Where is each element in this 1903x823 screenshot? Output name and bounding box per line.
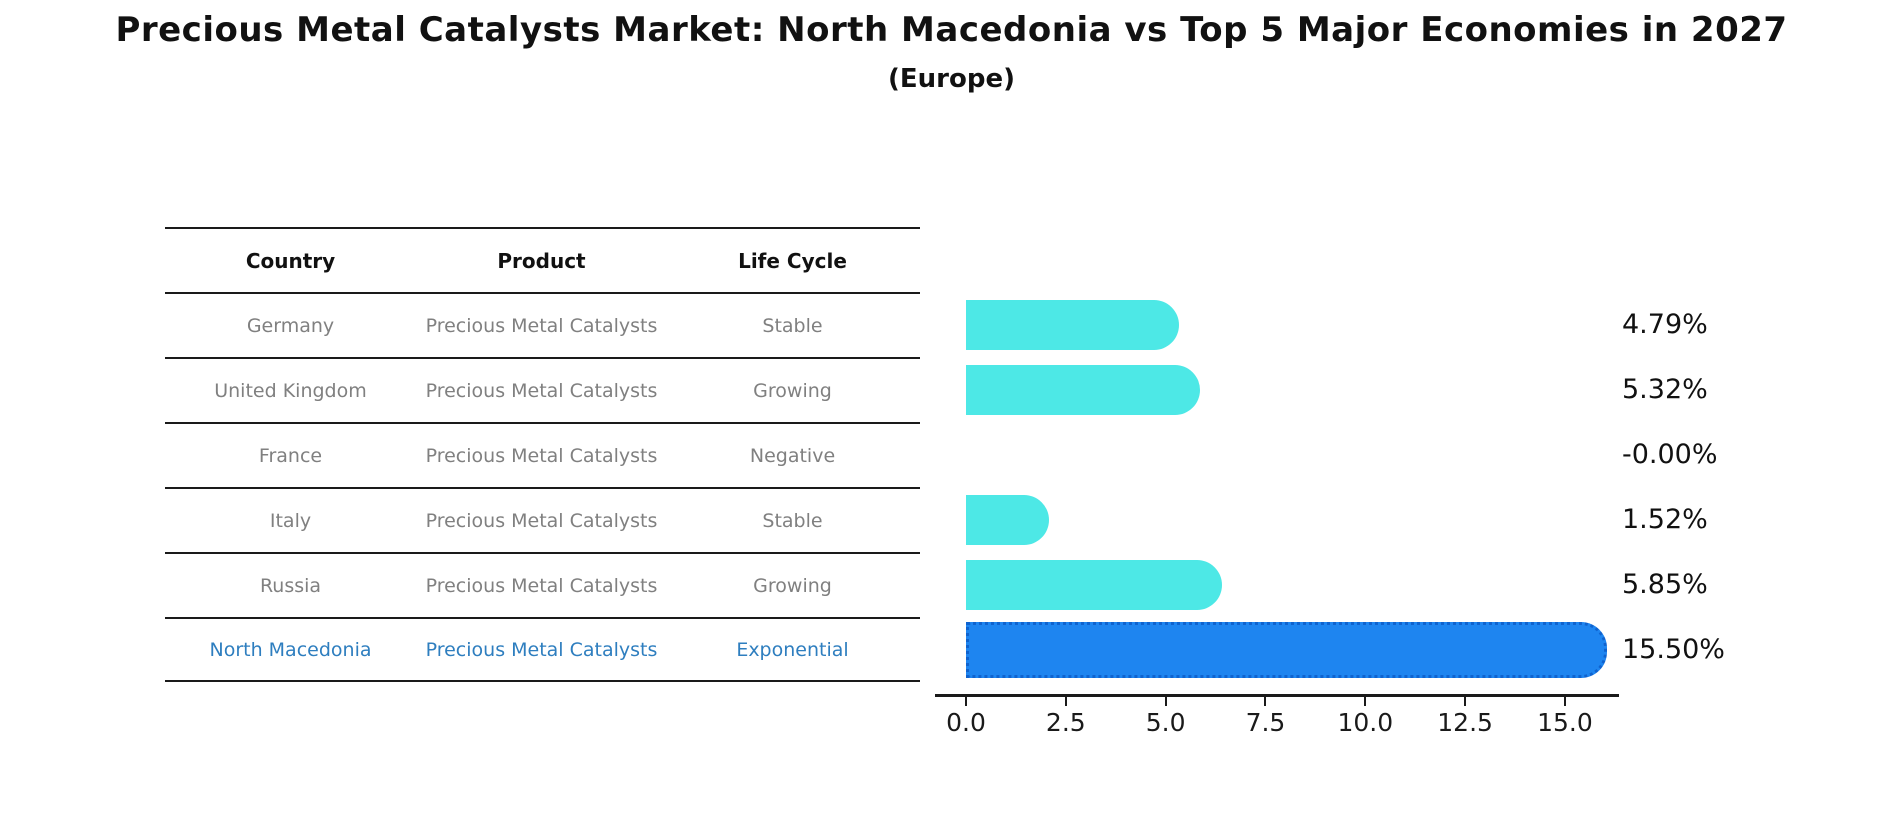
x-tick-label: 0.0: [946, 708, 986, 737]
value-label: 15.50%: [1622, 634, 1725, 665]
x-tick-label: 7.5: [1245, 708, 1286, 737]
cell-country: United Kingdom: [214, 379, 367, 402]
x-tick-mark: [1364, 697, 1367, 706]
table-header-row: Country Product Life Cycle: [165, 227, 920, 292]
bar-russia: [966, 559, 1222, 610]
column-header-life-cycle: Life Cycle: [738, 248, 847, 273]
value-label: -0.00%: [1622, 439, 1718, 470]
column-header-product: Product: [497, 248, 586, 273]
x-tick-label: 10.0: [1337, 708, 1394, 737]
table-row: Italy Precious Metal Catalysts Stable: [165, 487, 920, 552]
cell-product: Precious Metal Catalysts: [425, 574, 658, 597]
table-row: Germany Precious Metal Catalysts Stable: [165, 292, 920, 357]
x-tick-label: 15.0: [1537, 708, 1593, 737]
value-label: 1.52%: [1622, 504, 1708, 535]
cell-product: Precious Metal Catalysts: [425, 314, 658, 337]
cell-country: Italy: [269, 509, 312, 532]
cell-product: Precious Metal Catalysts: [425, 444, 658, 467]
chart-subtitle: (Europe): [888, 64, 1015, 94]
bar-italy: [966, 494, 1049, 545]
cell-life-cycle: Stable: [762, 314, 823, 337]
value-label: 5.32%: [1622, 374, 1708, 405]
cell-product: Precious Metal Catalysts: [425, 638, 658, 661]
x-tick-label: 12.5: [1437, 708, 1493, 737]
cell-life-cycle: Exponential: [736, 638, 849, 661]
cell-life-cycle: Negative: [749, 444, 836, 467]
x-tick-mark: [1563, 697, 1566, 706]
table-row: France Precious Metal Catalysts Negative: [165, 422, 920, 487]
x-tick-mark: [965, 697, 967, 706]
country-product-table: Country Product Life Cycle Germany Precio…: [165, 227, 920, 682]
x-tick-mark: [1164, 697, 1167, 706]
x-tick-mark: [1064, 697, 1067, 706]
x-tick-mark: [1264, 697, 1267, 706]
column-header-country: Country: [245, 248, 336, 273]
table-row: North Macedonia Precious Metal Catalysts E…: [165, 617, 920, 682]
chart-title: Precious Metal Catalysts Market: North M…: [115, 10, 1788, 50]
cell-country: Germany: [246, 314, 335, 337]
bar-united-kingdom: [966, 364, 1200, 415]
cell-product: Precious Metal Catalysts: [425, 509, 658, 532]
cell-country: Russia: [259, 574, 322, 597]
value-label: 4.79%: [1622, 309, 1708, 340]
value-label: 5.85%: [1622, 569, 1708, 600]
cell-life-cycle: Growing: [753, 574, 832, 597]
bar-north-macedonia: [966, 621, 1607, 678]
cell-life-cycle: Stable: [762, 509, 823, 532]
bar-germany: [966, 299, 1179, 350]
x-axis-line: [935, 694, 1619, 697]
x-tick-label: 2.5: [1045, 708, 1086, 737]
table-row: Russia Precious Metal Catalysts Growing: [165, 552, 920, 617]
cell-country: North Macedonia: [209, 638, 372, 661]
x-tick-label: 5.0: [1145, 708, 1186, 737]
table-row: United Kingdom Precious Metal Catalysts Gr…: [165, 357, 920, 422]
cell-country: France: [258, 444, 323, 467]
x-tick-mark: [1464, 697, 1467, 706]
cell-life-cycle: Growing: [753, 379, 832, 402]
cell-product: Precious Metal Catalysts: [425, 379, 658, 402]
